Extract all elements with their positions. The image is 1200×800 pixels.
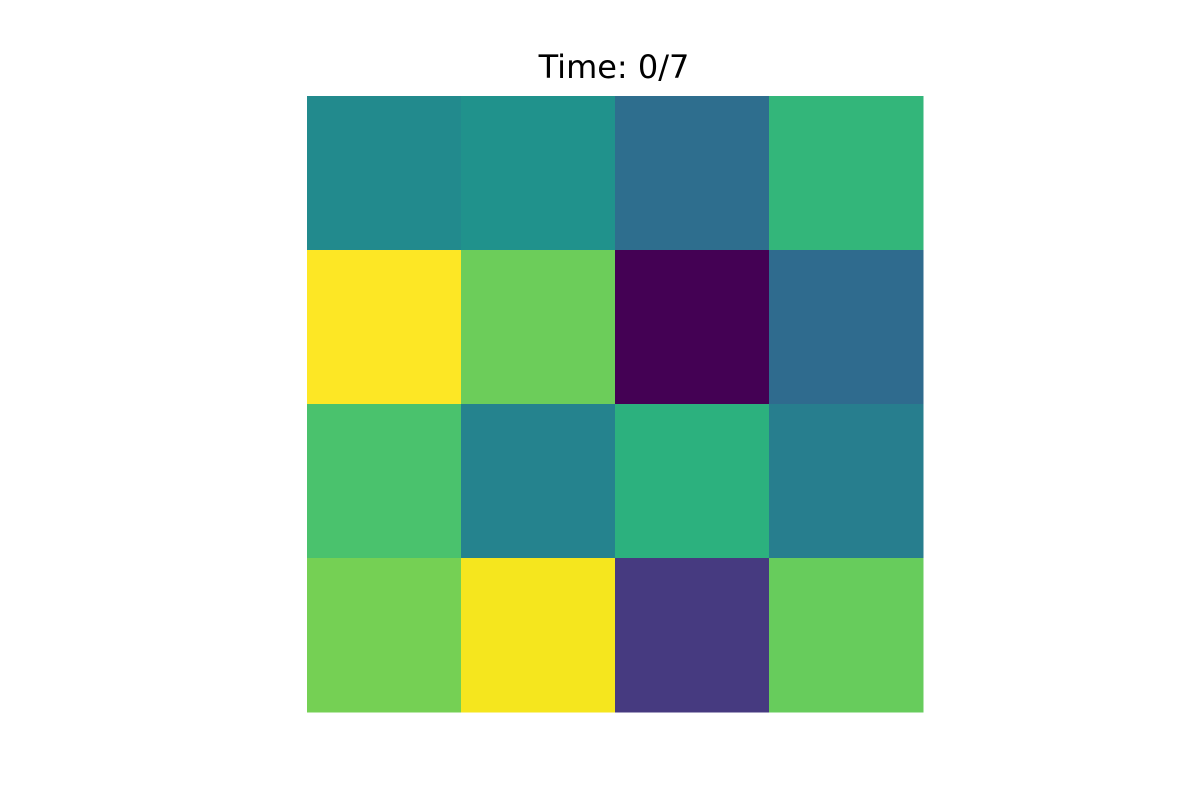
heatmap-cell-r3-c3 (769, 558, 924, 713)
heatmap-cell-r0-c3 (769, 96, 924, 251)
chart-title: Time: 0/7 (538, 48, 690, 86)
heatmap-grid (307, 96, 924, 713)
heatmap-cell-r0-c2 (615, 96, 770, 251)
heatmap-cell-r2-c1 (461, 404, 616, 559)
heatmap-cell-r1-c1 (461, 250, 616, 405)
heatmap-cell-r3-c0 (307, 558, 462, 713)
heatmap-cell-r1-c3 (769, 250, 924, 405)
heatmap-cell-r3-c2 (615, 558, 770, 713)
heatmap-cell-r1-c0 (307, 250, 462, 405)
heatmap-cell-r1-c2 (615, 250, 770, 405)
heatmap-cell-r2-c3 (769, 404, 924, 559)
heatmap-cell-r3-c1 (461, 558, 616, 713)
heatmap-cell-r2-c2 (615, 404, 770, 559)
heatmap-cell-r2-c0 (307, 404, 462, 559)
heatmap-cell-r0-c1 (461, 96, 616, 251)
heatmap-cell-r0-c0 (307, 96, 462, 251)
